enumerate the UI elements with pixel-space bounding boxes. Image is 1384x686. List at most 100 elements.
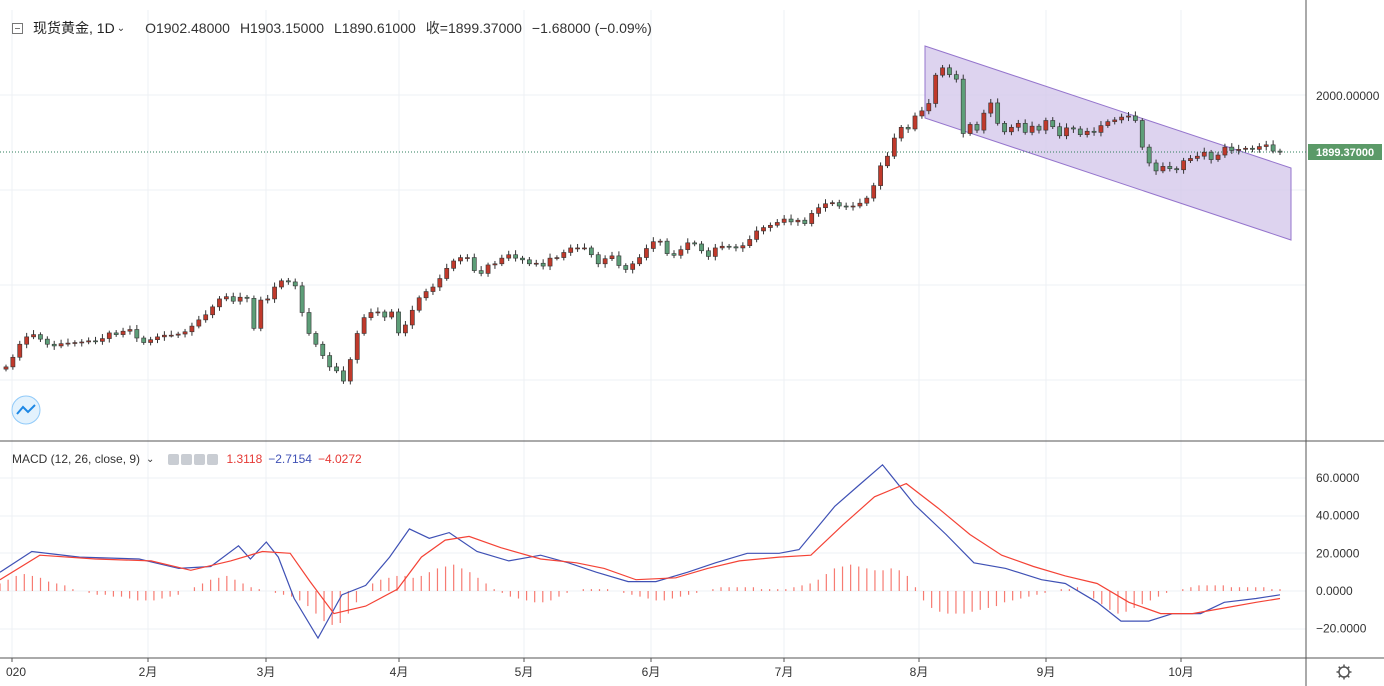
candle-body [1201,151,1207,157]
candle [134,324,140,342]
candle [354,330,360,364]
candle-body [313,333,319,345]
candle [1077,126,1083,137]
candle-body [86,340,92,343]
candle [1243,145,1248,152]
candle-body [1160,166,1166,172]
candle-body [279,280,284,288]
candle [437,274,443,291]
candle [251,295,257,331]
candle-body [299,285,305,313]
candle [926,98,932,115]
candle [375,307,381,316]
candle-body [568,247,574,253]
candle [189,322,195,336]
candle [113,330,119,337]
open-value: O1902.48000 [145,20,230,36]
candle-body [444,268,450,279]
candle-body [1270,144,1276,152]
candle [3,364,9,372]
candle-body [988,102,994,114]
candle-body [292,281,298,287]
candle [795,217,801,226]
candle-body [1077,128,1083,135]
candle-body [678,249,684,256]
candle-body [265,298,271,301]
candle [1057,122,1062,139]
candle-body [905,126,911,130]
candle [1250,145,1255,153]
candle-body [1009,126,1014,133]
time-tick-label: 8月 [910,665,929,679]
symbol-label[interactable]: 现货黄金, 1D [33,20,115,36]
eye-icon[interactable] [168,454,180,466]
gear-tooth [1347,675,1350,678]
candle [864,195,870,207]
candle-body [960,78,966,134]
candle-body [747,239,753,246]
collapse-icon[interactable] [12,22,23,34]
candle [981,109,987,134]
candle-body [706,250,711,257]
candle-body [437,278,443,288]
time-tick-label: 9月 [1037,665,1056,679]
candle-body [93,340,98,343]
candle [10,354,16,370]
candle-body [230,296,236,302]
candle-body [285,280,291,283]
symbol-header: 现货黄金, 1D ⌄ O1902.48000 H1903.15000 L1890… [12,18,652,38]
chevron-down-icon[interactable]: ⌄ [116,22,126,34]
time-tick-label: 4月 [390,665,409,679]
candle-body [561,252,567,258]
candle [595,251,601,268]
candle-body [1174,168,1180,171]
candle [361,314,367,336]
candle [871,182,877,202]
candle-body [361,317,367,334]
chevron-down-icon[interactable]: ⌄ [146,453,155,465]
candle [210,304,215,319]
candle [100,334,105,345]
candle-body [582,247,587,250]
candle-body [175,333,181,336]
candle-body [471,257,477,271]
candle [327,352,333,371]
candle [320,341,326,359]
candle [416,295,422,313]
candle-body [1002,123,1007,133]
settings-icon[interactable] [181,454,193,466]
macd-label[interactable]: MACD (12, 26, close, 9) [12,452,141,466]
candle [120,327,126,338]
candle-body [588,247,594,256]
candle [616,251,622,269]
candle-body [251,298,257,329]
candle-body [31,334,36,338]
macd-header: MACD (12, 26, close, 9) ⌄ 1.3118 −2.7154… [12,452,362,466]
candle [38,332,43,342]
gear-ring [1338,666,1350,678]
candle-body [451,260,456,269]
candle-body [1084,130,1090,135]
gear-icon[interactable] [1336,664,1352,680]
candle [506,250,512,261]
candle-body [1222,146,1228,156]
candle [1270,140,1276,154]
candle [230,292,236,305]
candle-body [630,263,636,270]
candle [1043,117,1049,135]
candle-body [1098,125,1104,133]
candle-body [1064,127,1069,137]
candle [1126,111,1131,122]
candle-body [17,343,23,358]
candle-body [650,241,656,249]
candle [630,260,636,274]
candle [93,336,98,345]
more-icon[interactable] [207,454,219,466]
candle [1236,144,1242,155]
candle [733,243,739,252]
close-icon[interactable] [194,454,206,466]
time-tick-label: 020 [6,665,26,679]
candle-body [224,296,229,300]
candle-body [1256,146,1262,150]
